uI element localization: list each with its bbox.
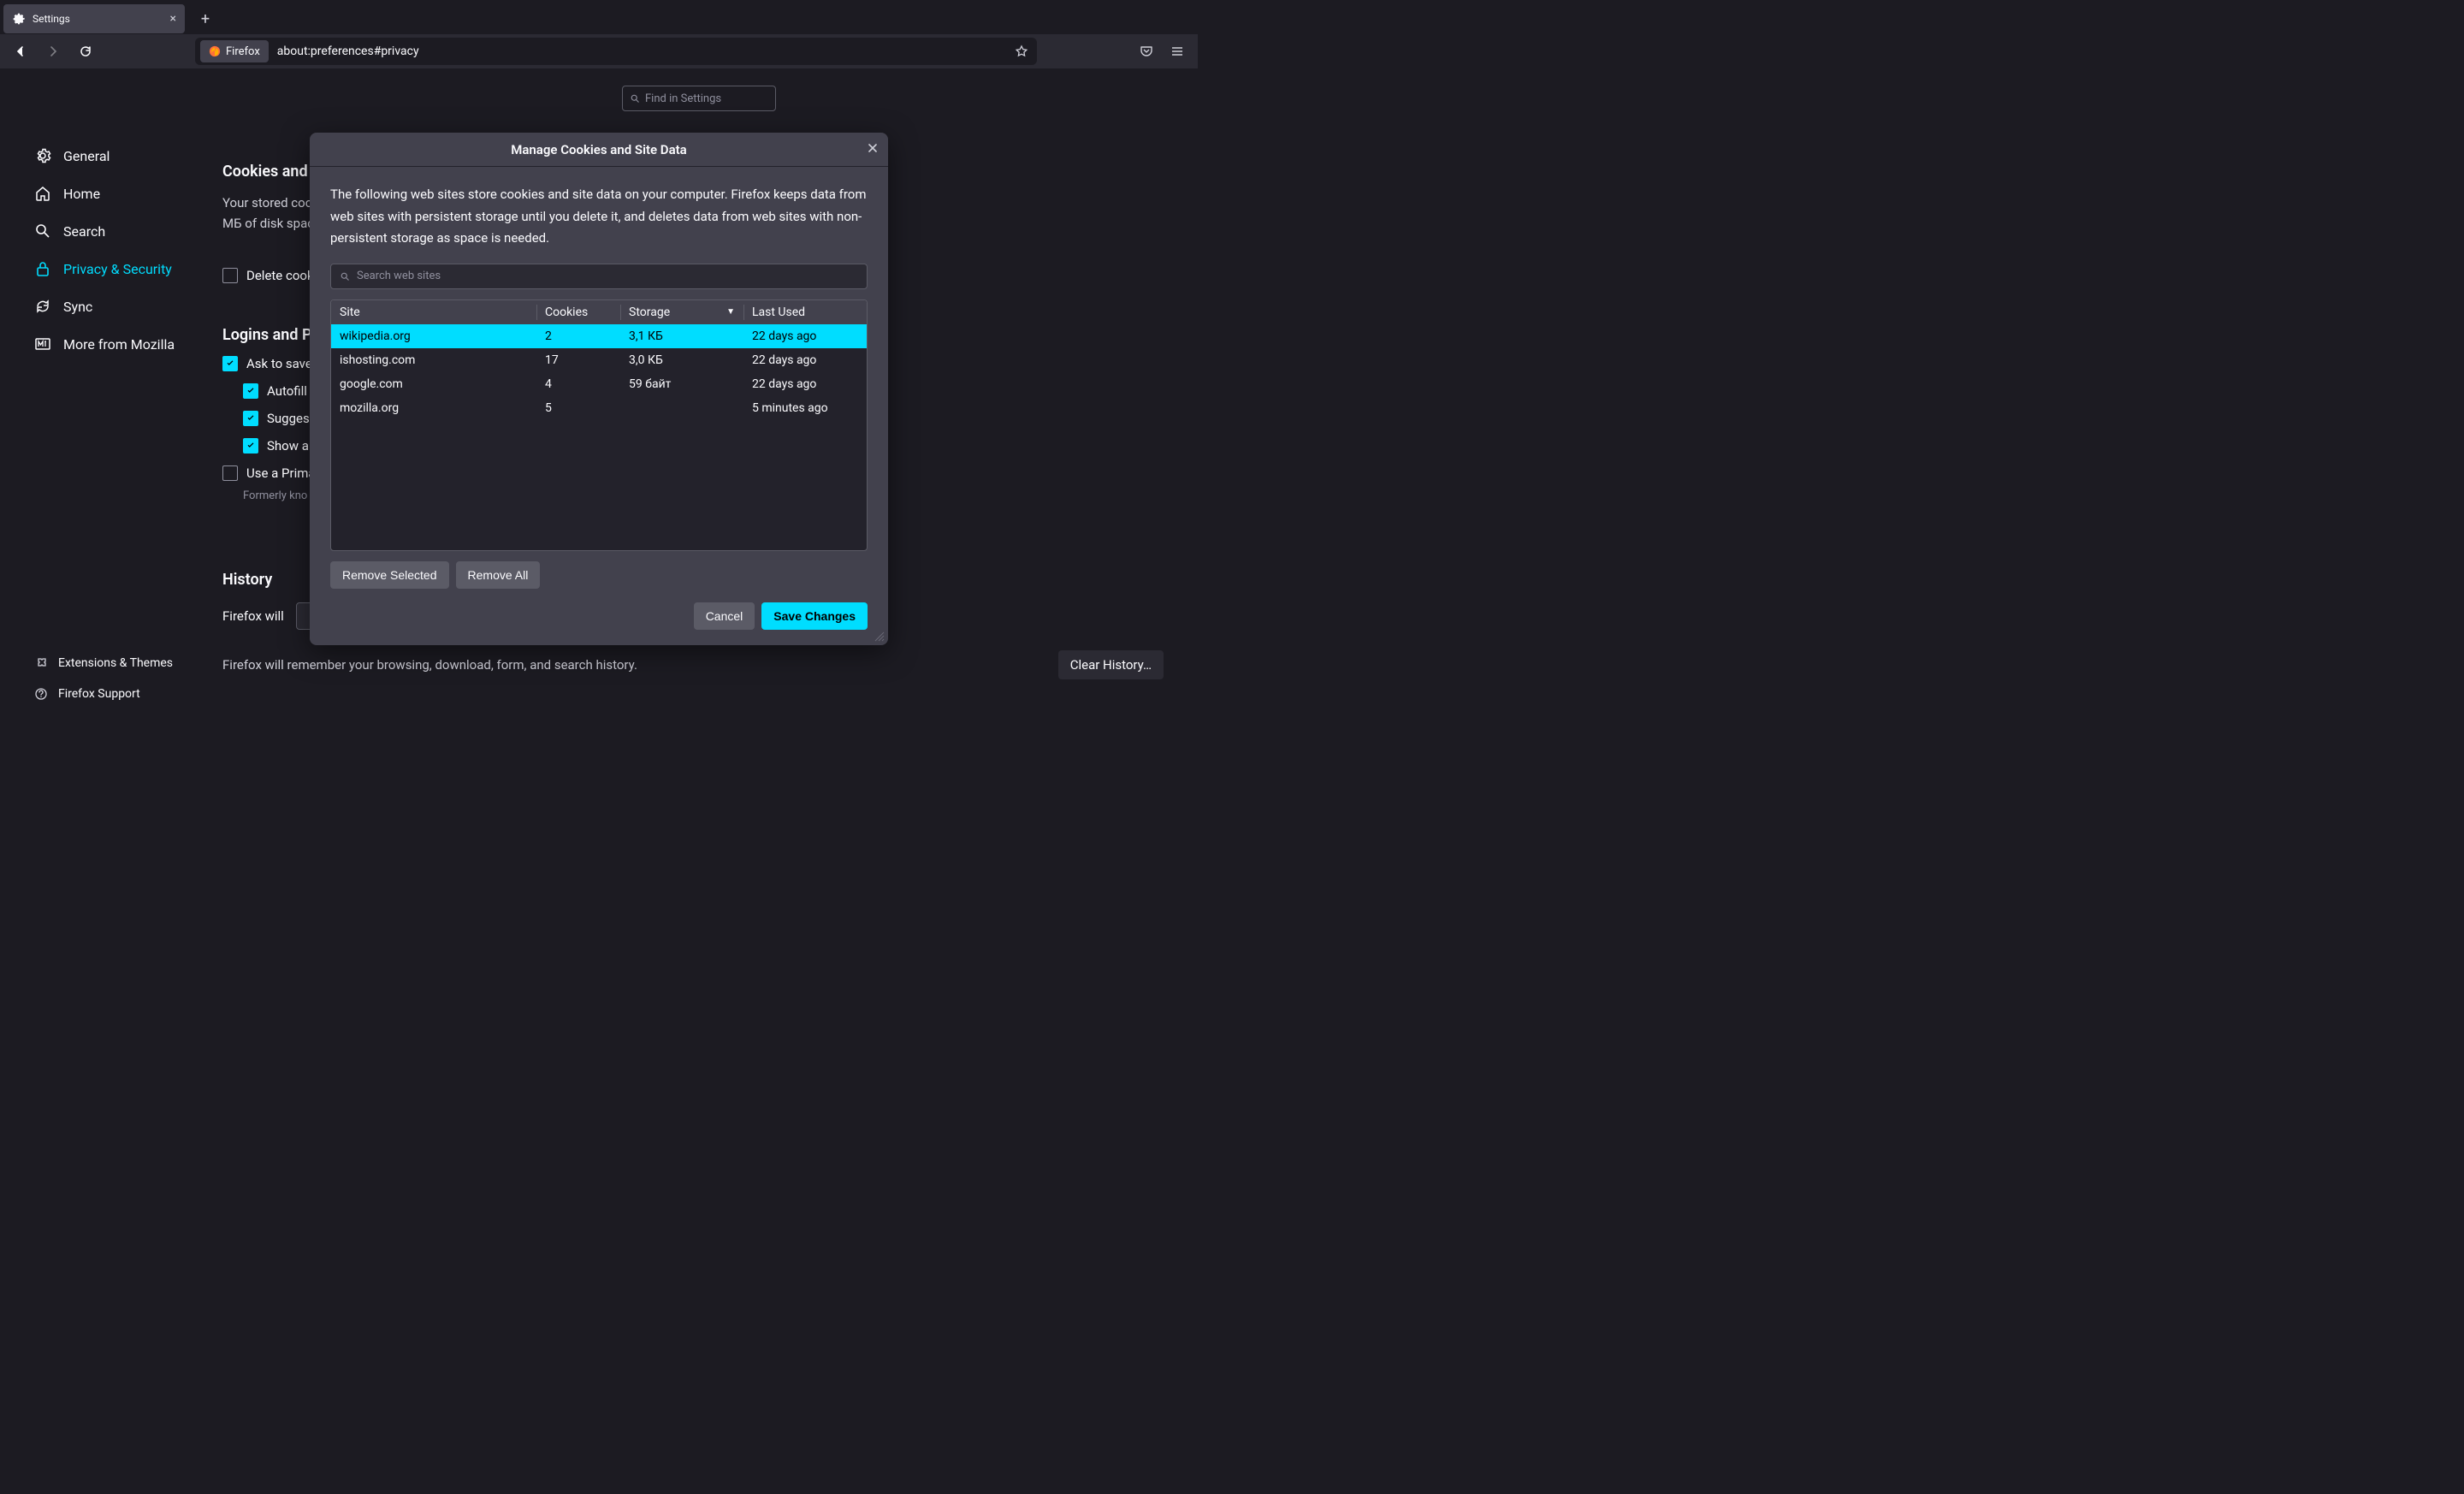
column-last-used[interactable]: Last Used	[743, 300, 867, 324]
table-cell: 22 days ago	[743, 324, 867, 348]
dialog-title: Manage Cookies and Site Data	[511, 142, 686, 157]
table-cell: 5	[536, 396, 620, 420]
table-cell: 5 minutes ago	[743, 396, 867, 420]
table-cell: 2	[536, 324, 620, 348]
sites-table: Site Cookies Storage ▼ Last Used wikiped…	[330, 299, 868, 551]
table-cell: 17	[536, 348, 620, 372]
column-storage[interactable]: Storage ▼	[620, 300, 743, 324]
close-icon[interactable]	[866, 141, 880, 155]
table-cell: 59 байт	[620, 372, 743, 396]
table-cell: 22 days ago	[743, 348, 867, 372]
dialog-description: The following web sites store cookies an…	[330, 184, 868, 250]
dialog-header: Manage Cookies and Site Data	[310, 133, 888, 167]
dialog-body: The following web sites store cookies an…	[310, 167, 888, 602]
remove-all-button[interactable]: Remove All	[456, 561, 541, 589]
sort-arrow-icon: ▼	[726, 307, 735, 317]
table-cell	[620, 396, 743, 420]
column-site[interactable]: Site	[331, 300, 536, 324]
search-placeholder: Search web sites	[357, 270, 441, 282]
table-row[interactable]: wikipedia.org23,1 КБ22 days ago	[331, 324, 867, 348]
resize-grip-icon[interactable]	[874, 631, 885, 642]
save-changes-button[interactable]: Save Changes	[761, 602, 868, 630]
cancel-button[interactable]: Cancel	[694, 602, 755, 630]
table-cell: google.com	[331, 372, 536, 396]
column-cookies[interactable]: Cookies	[536, 300, 620, 324]
dialog-footer: Cancel Save Changes	[310, 602, 888, 645]
remove-selected-button[interactable]: Remove Selected	[330, 561, 449, 589]
table-cell: wikipedia.org	[331, 324, 536, 348]
table-row[interactable]: google.com459 байт22 days ago	[331, 372, 867, 396]
manage-cookies-dialog: Manage Cookies and Site Data The followi…	[310, 133, 888, 645]
table-cell: 3,0 КБ	[620, 348, 743, 372]
table-body: wikipedia.org23,1 КБ22 days agoishosting…	[331, 324, 867, 550]
search-icon	[340, 271, 350, 282]
table-cell: ishosting.com	[331, 348, 536, 372]
table-header: Site Cookies Storage ▼ Last Used	[331, 300, 867, 324]
table-row[interactable]: ishosting.com173,0 КБ22 days ago	[331, 348, 867, 372]
table-cell: 4	[536, 372, 620, 396]
table-cell: 22 days ago	[743, 372, 867, 396]
table-cell: 3,1 КБ	[620, 324, 743, 348]
remove-buttons: Remove Selected Remove All	[330, 561, 868, 589]
table-row[interactable]: mozilla.org5 5 minutes ago	[331, 396, 867, 420]
modal-backdrop: Manage Cookies and Site Data The followi…	[0, 0, 1198, 726]
table-cell: mozilla.org	[331, 396, 536, 420]
search-websites-input[interactable]: Search web sites	[330, 264, 868, 289]
